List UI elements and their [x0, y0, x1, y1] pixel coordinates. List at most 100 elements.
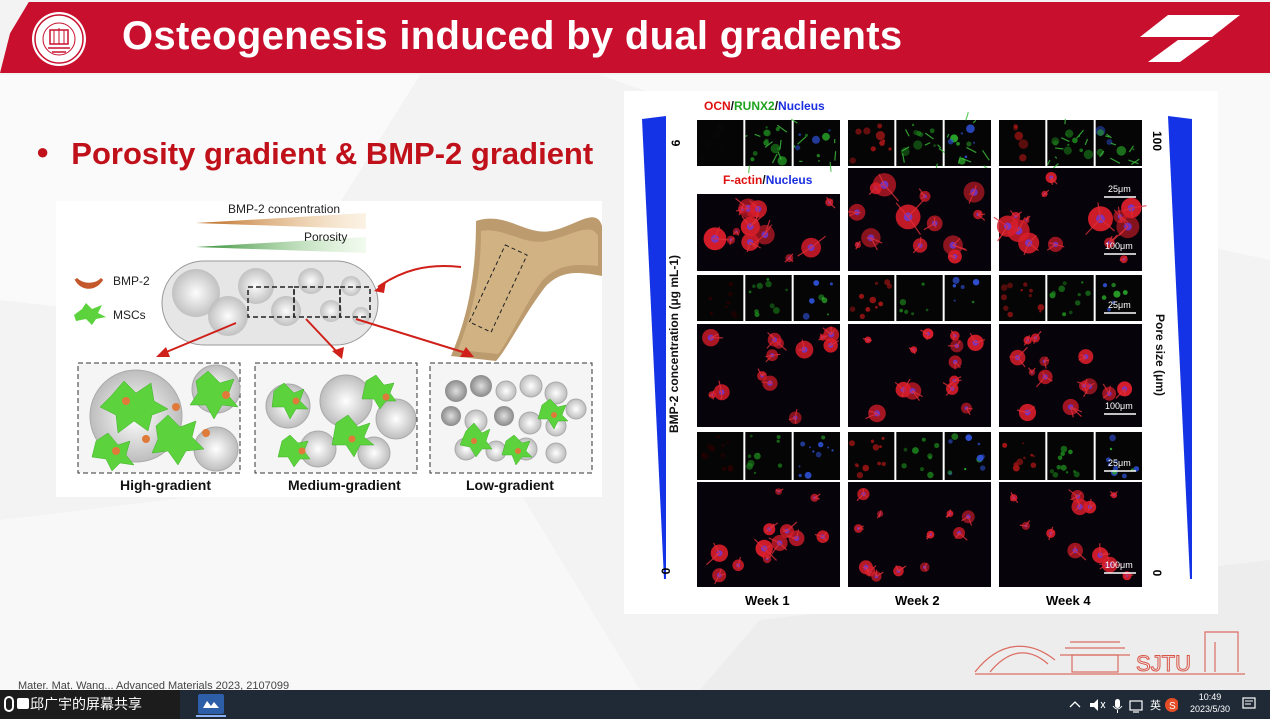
porosity-gradient-wedge [196, 237, 366, 253]
scale-bar-label: 100μm [1105, 241, 1133, 251]
chevron-up-icon[interactable] [1069, 701, 1081, 708]
scale-bar-label: 25μm [1108, 300, 1131, 310]
screen-share-icon [17, 698, 29, 709]
right-axis-top: 100 [1150, 130, 1164, 152]
scale-bar-label: 100μm [1105, 401, 1133, 411]
ocn-runx2-subpanel-w4-r0-2 [1095, 120, 1142, 166]
microscopy-grid [642, 111, 1192, 587]
ocn-runx2-subpanel-w2-r4-0 [848, 432, 895, 480]
ocn-runx2-subpanel-w4-r0-1 [1046, 118, 1094, 169]
gradient-scaffold-schematic: BMP-2 concentration Porosity BMP-2 MSCs … [56, 201, 602, 497]
taskbar-app-icon[interactable] [198, 694, 224, 714]
caption-high-gradient: High-gradient [120, 477, 211, 493]
separator: / [730, 99, 735, 113]
bmp2-particles [112, 391, 557, 455]
mute-icon [1100, 701, 1106, 709]
nucleus-label: Nucleus [778, 99, 825, 113]
title-bar [0, 0, 1270, 73]
factin-panel-w1-r5 [697, 482, 840, 587]
ocn-runx2-subpanel-w2-r2-0 [848, 275, 895, 321]
left-axis-top: 6 [669, 139, 683, 147]
pore-size-axis-wedge [1168, 116, 1192, 579]
week-4-label: Week 4 [1046, 593, 1091, 608]
system-clock[interactable]: 10:49 2023/5/30 [1180, 691, 1240, 715]
ocn-runx2-subpanel-w1-r0-2 [790, 118, 840, 172]
screen-share-indicator[interactable]: 邱广宇的屏幕共享 [0, 690, 180, 719]
bmp2-axis-wedge [642, 116, 666, 579]
factin-panel-w4-r5 [999, 482, 1142, 587]
ocn-runx2-subpanel-w4-r2-1 [1047, 275, 1094, 321]
active-app-indicator [196, 715, 226, 717]
caption-low-gradient: Low-gradient [466, 477, 554, 493]
mic-tray-icon[interactable] [1115, 699, 1120, 708]
ime-indicator[interactable]: 英 [1150, 700, 1161, 712]
bmp2-legend-label: BMP-2 [113, 274, 150, 288]
bmp2-legend-icon [74, 277, 104, 289]
ocn-runx2-subpanel-w1-r2-2 [793, 275, 840, 321]
ocn-runx2-subpanel-w1-r2-1 [745, 275, 792, 321]
factin-panel-w2-r5 [848, 482, 991, 587]
ocn-runx2-subpanel-w1-r4-2 [793, 432, 840, 480]
ocn-runx2-subpanel-w2-r4-2 [944, 432, 991, 480]
app-tray-icon[interactable] [1165, 698, 1178, 712]
separator: / [774, 99, 779, 113]
week-2-label: Week 2 [895, 593, 940, 608]
ocn-runx2-subpanel-w2-r0-1 [896, 120, 946, 173]
screen-share-label: 邱广宇的屏幕共享 [30, 696, 142, 712]
clock-time: 10:49 [1198, 692, 1222, 702]
bmp2-gradient-wedge [196, 213, 366, 229]
microphone-icon[interactable] [4, 696, 14, 712]
notification-icon[interactable] [1242, 697, 1256, 711]
ocn-runx2-subpanel-w1-r4-0 [697, 432, 744, 480]
ocn-runx2-subpanel-w4-r0-0 [999, 120, 1046, 166]
ocn-runx2-subpanel-w2-r0-0 [848, 120, 895, 166]
display-icon[interactable] [1129, 700, 1143, 711]
bullet-text: Porosity gradient & BMP-2 gradient [71, 136, 594, 171]
ocn-runx2-subpanel-w2-r4-1 [896, 432, 943, 480]
ocn-label: OCN [704, 99, 731, 113]
speaker-icon[interactable] [1090, 699, 1098, 711]
msc-cells [91, 370, 569, 472]
caption-medium-gradient: Medium-gradient [288, 477, 401, 493]
bullet-point: ● Porosity gradient & BMP-2 gradient [36, 136, 593, 172]
runx2-label: RUNX2 [734, 99, 775, 113]
right-axis-bottom: 0 [1150, 569, 1164, 577]
ocn-runx2-subpanel-w2-r2-2 [944, 275, 991, 321]
bmp2-concentration-label: BMP-2 concentration [228, 202, 341, 216]
factin-label: F-actin [723, 173, 763, 187]
sjtu-watermark-text: SJTU [1136, 651, 1191, 676]
porosity-label: Porosity [304, 230, 348, 244]
ocn-runx2-subpanel-w1-r2-0 [697, 275, 744, 321]
factin-panel-w2-r1 [848, 168, 991, 271]
ocn-runx2-subpanel-w4-r4-0 [999, 432, 1046, 480]
mscs-legend-icon [74, 303, 106, 325]
ocn-runx2-subpanel-w4-r4-2 [1095, 432, 1142, 480]
ocn-runx2-subpanel-w1-r0-1 [745, 120, 792, 174]
factin-nucleus-header: F-actin/Nucleus [723, 173, 812, 187]
sjtu-watermark [974, 631, 1245, 675]
clock-date: 2023/5/30 [1189, 704, 1231, 714]
factin-panel-w1-r3 [697, 324, 840, 427]
svg-text:S: S [1169, 701, 1176, 712]
sjtu-logo [32, 12, 86, 66]
ocn-runx2-nucleus-header: OCN/RUNX2/Nucleus [704, 99, 825, 113]
factin-panel-w2-r3 [848, 324, 991, 427]
corner-logo-shape [1140, 15, 1240, 37]
system-tray: S [1069, 698, 1178, 713]
ocn-runx2-subpanel-w1-r0-0 [697, 120, 744, 166]
immunofluorescence-figure: OCN/RUNX2/Nucleus F-actin/Nucleus BMP-2 … [624, 91, 1218, 614]
ocn-runx2-subpanel-w2-r0-2 [944, 111, 991, 172]
ocn-runx2-subpanel-w4-r2-2 [1095, 275, 1142, 321]
scale-bar-label: 25μm [1108, 184, 1131, 194]
scale-bar-label: 25μm [1108, 458, 1131, 468]
arrow-bone-to-scaffold [377, 265, 462, 288]
ocn-runx2-subpanel-w4-r4-1 [1047, 432, 1094, 480]
factin-panel-w1-r1 [697, 194, 840, 271]
ocn-runx2-subpanel-w4-r2-0 [999, 275, 1046, 321]
week-1-label: Week 1 [745, 593, 790, 608]
ocn-runx2-subpanel-w2-r2-1 [896, 275, 943, 321]
slide: SJTU Osteogenesis induced by dual gradie… [0, 0, 1270, 690]
separator: / [762, 173, 766, 187]
page-title: Osteogenesis induced by dual gradients [122, 14, 903, 58]
ocn-runx2-subpanel-w1-r4-1 [745, 432, 792, 480]
